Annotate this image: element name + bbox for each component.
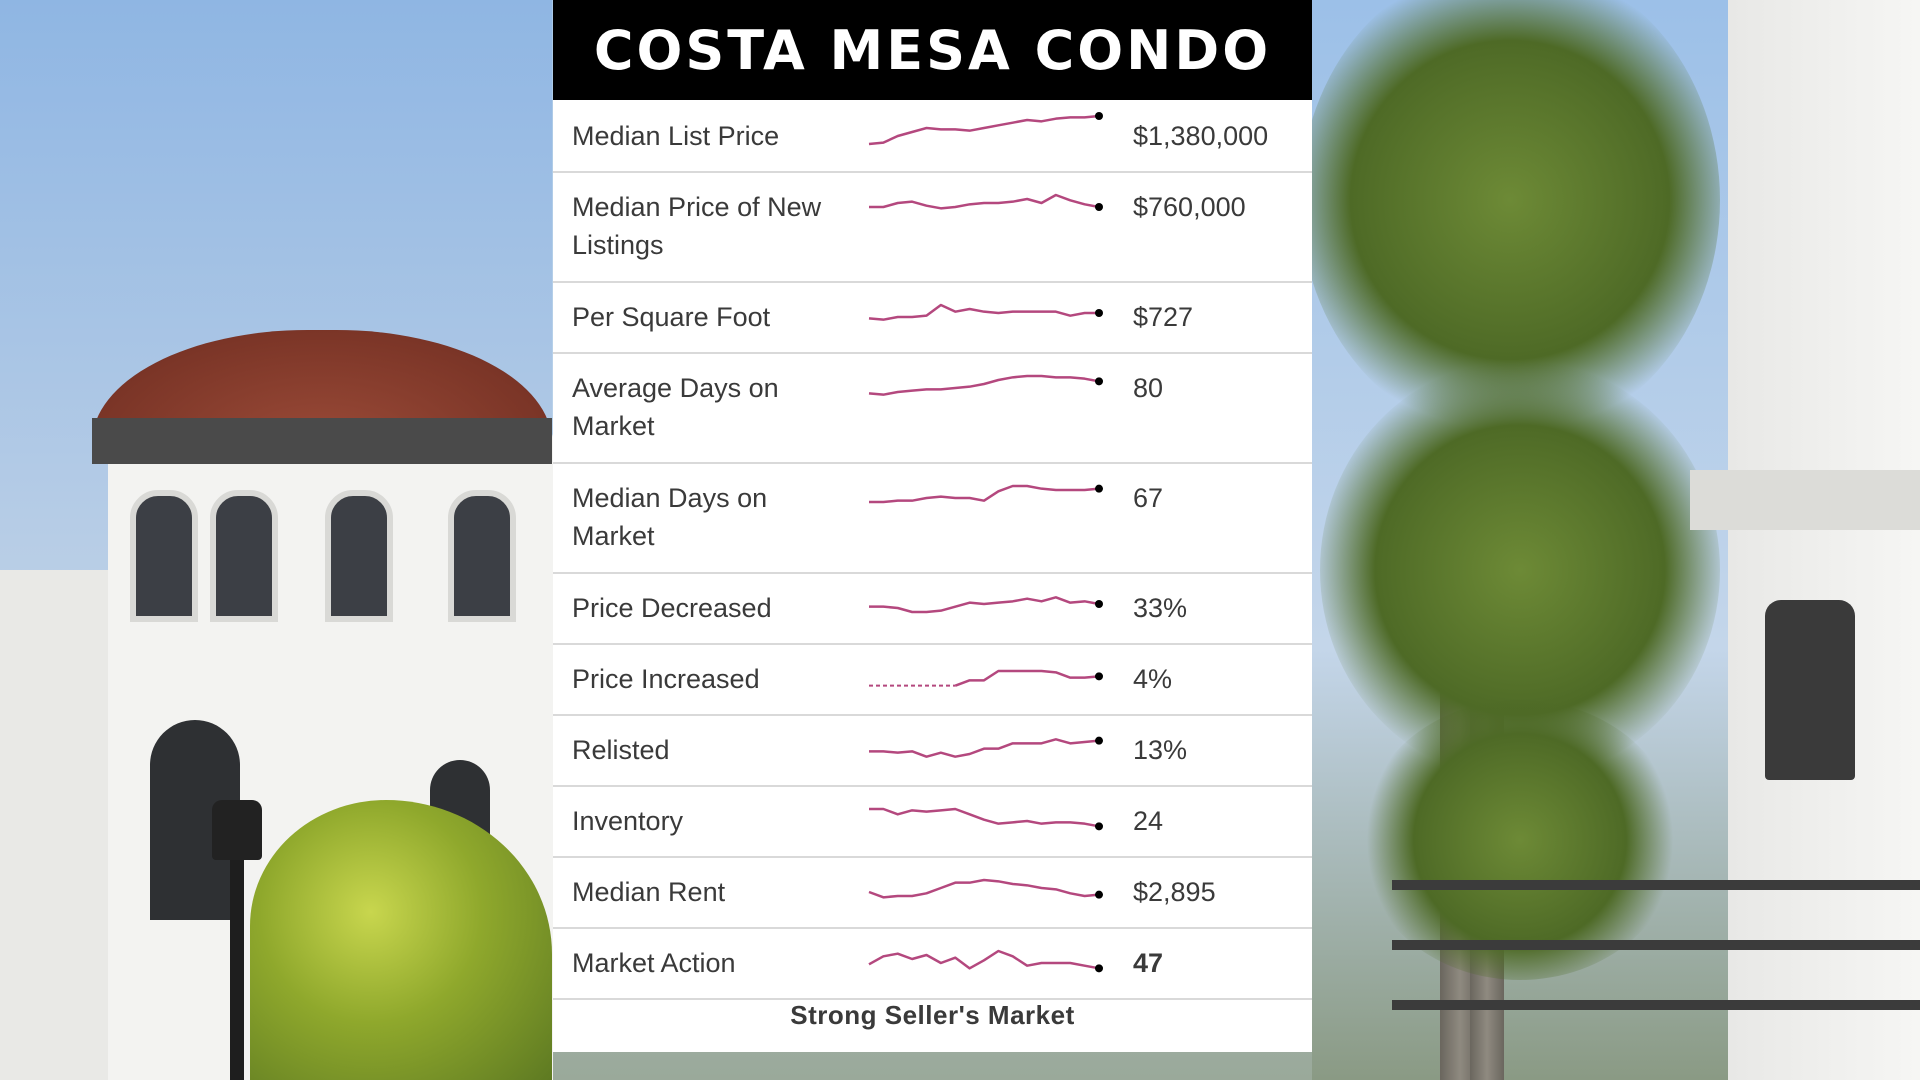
stat-value: 67 [1133, 483, 1164, 513]
sparkline [868, 949, 1103, 973]
sparkline-series [869, 738, 1100, 758]
sparkline-series [869, 596, 1100, 614]
stat-label: Market Action [572, 948, 736, 978]
sparkline-series [869, 193, 1100, 210]
market-verdict: Strong Seller's Market [790, 1000, 1075, 1030]
sparkline [869, 807, 1103, 831]
wall-lantern [1765, 600, 1855, 780]
stat-value: 24 [1133, 806, 1164, 836]
stat-row: Median Days on Market 67 [553, 462, 1312, 574]
sparkline-series [868, 114, 1100, 146]
palm-fronds [1360, 700, 1680, 980]
stat-label: Median Price of New Listings [572, 192, 822, 260]
tower-window [325, 490, 393, 622]
sparkline-series [868, 878, 1100, 899]
street-lamp-head [212, 800, 262, 860]
sparkline-endpoint [1095, 822, 1103, 831]
sparkline-endpoint [1095, 736, 1103, 745]
stat-row: Market Action 47 [553, 927, 1312, 1000]
stat-row: Inventory 24 [553, 785, 1312, 858]
sparkline [868, 112, 1103, 146]
sparkline-series [869, 807, 1100, 828]
roof-eave [92, 418, 552, 464]
railing-bar [1392, 880, 1920, 890]
stat-label: Inventory [572, 806, 684, 836]
stat-row: Median Price of New Listings $760,000 [553, 171, 1312, 283]
sparkline [869, 736, 1103, 758]
sparkline-endpoint [1095, 484, 1103, 493]
stat-label: Median Days on Market [572, 483, 768, 551]
stat-label: Relisted [572, 735, 670, 765]
sparkline-endpoint [1095, 309, 1103, 317]
stat-row: Price Increased 4% [553, 643, 1312, 716]
stat-label: Price Increased [572, 664, 760, 694]
railing-bar [1392, 940, 1920, 950]
stat-row: Price Decreased 33% [553, 572, 1312, 645]
stat-value: 47 [1133, 948, 1164, 978]
sparkline [868, 303, 1103, 321]
sparkline [869, 669, 1103, 687]
stat-row: Per Square Foot $727 [553, 281, 1312, 354]
tower-window [130, 490, 198, 622]
tower-window [448, 490, 516, 622]
sparkline-series [868, 949, 1100, 970]
sparkline-endpoint [1095, 672, 1103, 681]
sparkline-endpoint [1095, 377, 1103, 386]
sparkline-series [869, 484, 1100, 504]
stat-label: Average Days on Market [572, 373, 779, 441]
stat-value: 13% [1133, 735, 1188, 765]
stat-value: $2,895 [1133, 877, 1216, 907]
sparkline-series [868, 374, 1100, 396]
stat-value: 33% [1133, 593, 1188, 623]
sparkline [868, 878, 1103, 899]
sparkline [868, 374, 1103, 396]
stat-value: $727 [1133, 302, 1194, 332]
stat-value: 4% [1133, 664, 1173, 694]
sparkline [869, 484, 1103, 504]
sparkline-series [868, 303, 1099, 321]
yellow-tree [250, 800, 552, 1080]
sparkline [869, 596, 1103, 614]
railing-bar [1392, 1000, 1920, 1010]
market-stats-card: COSTA MESA CONDO Median List Price $1,380… [553, 0, 1312, 1052]
sparkline-endpoint [1095, 112, 1103, 120]
building-ledge [1690, 470, 1920, 530]
stat-row: Median List Price $1,380,000 [553, 100, 1312, 173]
sparkline-endpoint [1095, 964, 1103, 973]
card-title: COSTA MESA CONDO [553, 0, 1312, 100]
tower-window [210, 490, 278, 622]
sparkline-endpoint [1095, 600, 1103, 608]
stat-label: Median Rent [572, 877, 726, 907]
stat-row: Median Rent $2,895 [553, 856, 1312, 929]
building-right [1728, 0, 1920, 1080]
sparkline-endpoint [1095, 890, 1103, 899]
stat-row: Relisted 13% [553, 714, 1312, 787]
stat-value: 80 [1133, 373, 1164, 403]
stat-label: Median List Price [572, 121, 780, 151]
stat-row: Average Days on Market 80 [553, 352, 1312, 464]
stat-value: $760,000 [1133, 192, 1246, 222]
sparkline-series [954, 669, 1100, 687]
sparkline-endpoint [1095, 203, 1103, 211]
stat-value: $1,380,000 [1133, 121, 1269, 151]
stat-label: Price Decreased [572, 593, 772, 623]
stat-label: Per Square Foot [572, 302, 771, 332]
street-lamp-post [230, 840, 244, 1080]
sparkline [869, 193, 1103, 211]
